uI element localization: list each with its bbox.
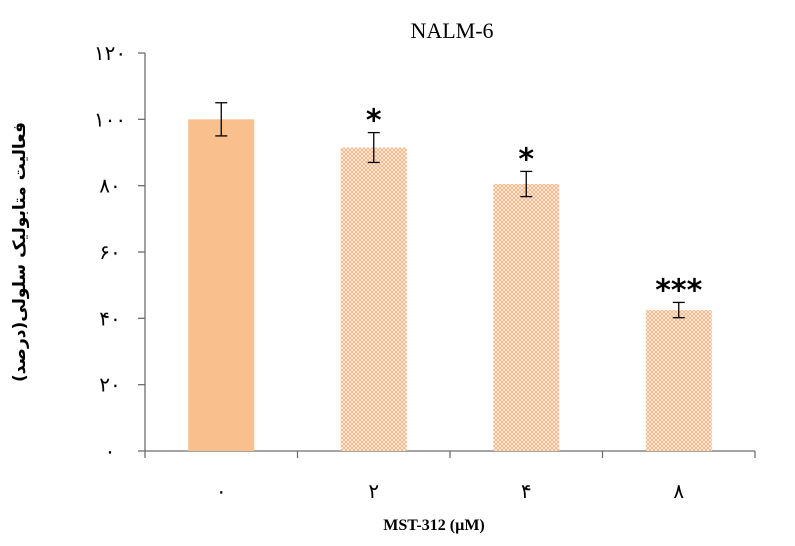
y-tick-label: ۸۰ [99,176,120,198]
y-tick-label: ۱۲۰ [94,43,126,65]
y-tick-label: ۴۰ [99,308,120,330]
y-tick-label: ۶۰ [99,242,120,264]
y-axis-label: فعالیت متابولیک سلولی(درصد) [10,122,30,382]
bar [645,310,712,451]
x-tick-label: ۰ [216,481,227,503]
x-tick-label: ۲ [368,481,379,503]
bar [493,184,560,451]
significance-marker: * [366,104,382,139]
significance-marker: * [518,142,534,177]
bar [340,147,407,451]
y-tick-label: ۲۰ [99,375,120,397]
significance-marker: *** [655,273,702,308]
x-tick-label: ۴ [521,481,532,503]
y-tick-label: ۰ [105,441,116,463]
chart-title: NALM-6 [410,18,493,43]
bar [188,119,255,451]
y-tick-label: ۱۰۰ [94,109,126,131]
x-tick-label: ۸ [673,481,684,503]
x-axis-label: MST-312 (µM) [383,517,485,534]
